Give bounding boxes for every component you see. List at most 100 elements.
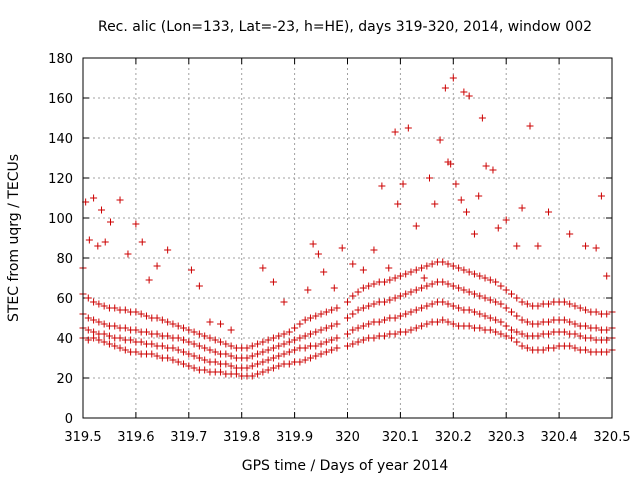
data-point-marker: [439, 316, 447, 324]
data-point-marker: [211, 358, 219, 366]
data-point-marker: [513, 294, 521, 302]
data-point-marker: [201, 366, 209, 374]
data-point-marker: [603, 326, 611, 334]
data-point-marker: [121, 346, 129, 354]
data-point-marker: [518, 204, 526, 212]
data-point-marker: [365, 282, 373, 290]
data-point-marker: [481, 294, 489, 302]
data-point-marker: [407, 288, 415, 296]
data-point-marker: [195, 330, 203, 338]
data-point-marker: [476, 324, 484, 332]
data-point-marker: [349, 326, 357, 334]
data-point-marker: [254, 370, 262, 378]
data-point-marker: [121, 324, 129, 332]
data-point-marker: [449, 320, 457, 328]
data-point-marker: [402, 328, 410, 336]
data-point-marker: [571, 344, 579, 352]
data-point-marker: [306, 314, 314, 322]
data-point-marker: [90, 194, 98, 202]
data-point-marker: [412, 266, 420, 274]
data-point-marker: [359, 336, 367, 344]
data-point-marker: [301, 332, 309, 340]
data-point-marker: [100, 330, 108, 338]
data-point-marker: [418, 304, 426, 312]
data-point-marker: [545, 318, 553, 326]
data-point-marker: [243, 344, 251, 352]
data-point-marker: [206, 334, 214, 342]
data-point-marker: [418, 284, 426, 292]
data-point-marker: [269, 354, 277, 362]
data-point-marker: [312, 352, 320, 360]
data-point-marker: [169, 356, 177, 364]
data-point-marker: [576, 332, 584, 340]
data-point-marker: [254, 360, 262, 368]
data-point-marker: [137, 338, 145, 346]
x-tick-label: 319.7: [170, 430, 207, 445]
data-point-marker: [116, 196, 124, 204]
data-point-marker: [148, 350, 156, 358]
data-point-marker: [304, 286, 312, 294]
data-point-marker: [497, 300, 505, 308]
data-point-marker: [227, 326, 235, 334]
data-point-marker: [222, 360, 230, 368]
data-point-marker: [90, 316, 98, 324]
data-point-marker: [317, 350, 325, 358]
data-point-marker: [174, 346, 182, 354]
data-point-marker: [407, 326, 415, 334]
data-point-marker: [164, 246, 172, 254]
data-point-marker: [449, 282, 457, 290]
data-point-marker: [264, 366, 272, 374]
data-point-marker: [94, 242, 102, 250]
data-point-marker: [582, 242, 590, 250]
data-point-marker: [158, 316, 166, 324]
data-point-marker: [571, 320, 579, 328]
data-point-marker: [259, 358, 267, 366]
data-point-marker: [539, 346, 547, 354]
data-point-marker: [291, 324, 299, 332]
data-point-marker: [153, 352, 161, 360]
data-point-marker: [407, 308, 415, 316]
data-point-marker: [344, 314, 351, 322]
data-point-marker: [566, 300, 574, 308]
data-point-marker: [423, 262, 431, 270]
data-point-marker: [394, 200, 402, 208]
data-point-marker: [507, 326, 515, 334]
data-point-marker: [455, 284, 463, 292]
data-point-marker: [111, 322, 119, 330]
data-point-marker: [476, 310, 484, 318]
data-point-marker: [418, 264, 426, 272]
data-point-marker: [465, 268, 473, 276]
data-point-marker: [153, 262, 161, 270]
data-point-marker: [444, 260, 452, 268]
data-point-marker: [116, 344, 124, 352]
data-point-marker: [285, 360, 293, 368]
data-point-marker: [322, 324, 330, 332]
data-point-marker: [317, 326, 325, 334]
data-point-marker: [317, 340, 325, 348]
data-point-marker: [359, 322, 367, 330]
data-point-marker: [502, 286, 510, 294]
data-point-marker: [523, 344, 531, 352]
data-point-marker: [428, 280, 436, 288]
data-point-marker: [476, 272, 484, 280]
data-point-marker: [486, 326, 494, 334]
data-point-marker: [349, 292, 357, 300]
data-point-marker: [566, 342, 574, 350]
data-point-marker: [475, 192, 483, 200]
data-point-marker: [534, 320, 542, 328]
data-point-marker: [402, 290, 410, 298]
data-point-marker: [494, 224, 502, 232]
data-point-marker: [317, 310, 325, 318]
data-point-marker: [190, 364, 198, 372]
data-point-marker: [396, 292, 404, 300]
data-point-marker: [100, 338, 108, 346]
x-tick-label: 319.9: [276, 430, 313, 445]
data-point-marker: [603, 272, 611, 280]
data-point-marker: [492, 328, 500, 336]
data-point-marker: [153, 314, 161, 322]
data-point-marker: [306, 330, 314, 338]
data-point-marker: [264, 336, 272, 344]
data-point-marker: [545, 330, 553, 338]
data-point-marker: [444, 300, 452, 308]
data-point-marker: [180, 336, 188, 344]
